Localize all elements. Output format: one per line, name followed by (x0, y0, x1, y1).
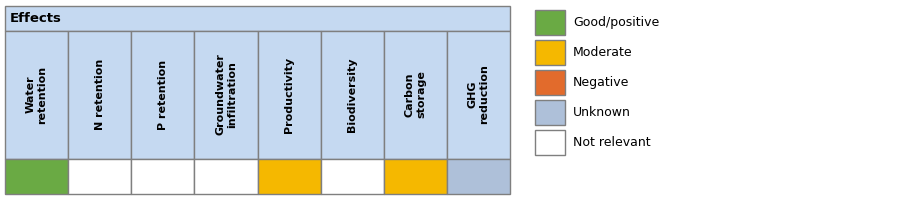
Bar (321, 158, 383, 193)
Bar (5, 158, 68, 193)
Text: GHG
reduction: GHG reduction (468, 64, 489, 124)
Text: Moderate: Moderate (573, 46, 632, 59)
Bar (535, 10, 565, 35)
Text: Negative: Negative (573, 76, 629, 89)
Bar (535, 40, 565, 65)
Bar (131, 30, 194, 158)
Text: Biodiversity: Biodiversity (348, 57, 357, 132)
Bar (535, 70, 565, 95)
Bar (68, 30, 131, 158)
Bar (447, 158, 510, 193)
Text: N retention: N retention (94, 59, 105, 130)
Bar (535, 100, 565, 125)
Bar (194, 30, 258, 158)
Bar (383, 30, 447, 158)
Text: Productivity: Productivity (284, 57, 294, 133)
Bar (535, 130, 565, 155)
Text: P retention: P retention (158, 60, 168, 130)
Bar (321, 30, 383, 158)
Bar (68, 158, 131, 193)
Text: Not relevant: Not relevant (573, 136, 651, 149)
Bar (383, 158, 447, 193)
Bar (194, 158, 258, 193)
Text: Carbon
storage: Carbon storage (404, 71, 427, 118)
Bar (5, 6, 510, 30)
Bar (258, 30, 321, 158)
Bar (447, 30, 510, 158)
Bar (131, 158, 194, 193)
Text: Unknown: Unknown (573, 106, 631, 119)
Text: Effects: Effects (10, 12, 62, 24)
Text: Water
retention: Water retention (26, 65, 48, 124)
Text: Good/positive: Good/positive (573, 16, 659, 29)
Text: Groundwater
infiltration: Groundwater infiltration (216, 54, 237, 136)
Bar (258, 158, 321, 193)
Bar (5, 30, 68, 158)
